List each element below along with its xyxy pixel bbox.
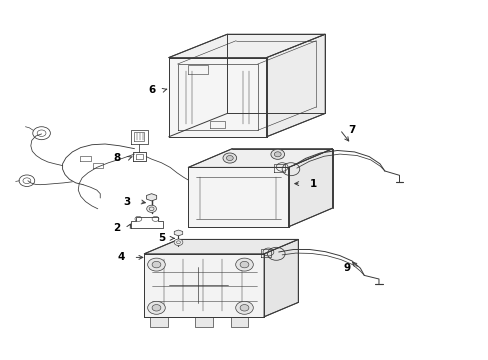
Text: 9: 9 [343,263,350,273]
Polygon shape [288,149,332,227]
Polygon shape [146,194,156,201]
Text: 2: 2 [113,222,120,233]
Text: 4: 4 [117,252,125,262]
Polygon shape [144,239,298,254]
Polygon shape [264,239,298,317]
Circle shape [147,258,165,271]
Text: 5: 5 [158,233,164,243]
Polygon shape [188,167,288,227]
Polygon shape [266,34,325,137]
Polygon shape [168,34,325,58]
Circle shape [240,305,248,311]
Circle shape [152,261,161,268]
Circle shape [274,152,281,157]
Text: 6: 6 [148,85,155,95]
Circle shape [240,261,248,268]
Circle shape [174,239,183,246]
Text: 7: 7 [347,125,355,135]
Polygon shape [144,254,264,317]
FancyBboxPatch shape [230,317,248,327]
Text: 1: 1 [309,179,316,189]
FancyBboxPatch shape [150,317,167,327]
Text: 3: 3 [123,197,130,207]
Text: 8: 8 [114,153,121,163]
Circle shape [235,301,253,314]
Polygon shape [188,149,332,167]
FancyBboxPatch shape [195,317,212,327]
Circle shape [152,305,161,311]
Polygon shape [168,58,266,137]
Circle shape [226,156,233,161]
Circle shape [146,205,156,212]
Circle shape [223,153,236,163]
Polygon shape [174,230,183,236]
Circle shape [270,149,284,159]
Circle shape [235,258,253,271]
Circle shape [147,301,165,314]
